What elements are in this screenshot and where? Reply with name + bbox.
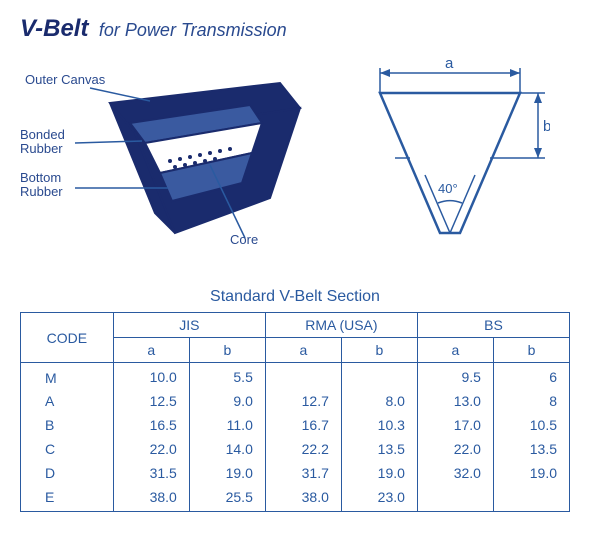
bonded-rubber-label-1: Bonded: [20, 127, 65, 142]
table-row: B16.511.016.710.317.010.5: [21, 413, 570, 437]
table-row: E38.025.538.023.0: [21, 485, 570, 512]
table-cell: 16.5: [113, 413, 189, 437]
table-cell: C: [21, 437, 114, 461]
profile-diagram: a b 40°: [350, 53, 550, 253]
table-cell: 19.0: [189, 461, 265, 485]
table-cell: D: [21, 461, 114, 485]
table-cell: [417, 485, 493, 512]
table-row: M10.05.5 9.56: [21, 363, 570, 390]
table-cell: 13.0: [417, 389, 493, 413]
diagram-row: Outer Canvas Bonded Rubber Bottom Rubber…: [20, 53, 570, 273]
angle-text: 40°: [438, 181, 458, 196]
table-cell: A: [21, 389, 114, 413]
table-cell: 31.7: [265, 461, 341, 485]
table-cell: 5.5: [189, 363, 265, 390]
table-cell: [493, 485, 569, 512]
table-cell: M: [21, 363, 114, 390]
table-cell: E: [21, 485, 114, 512]
table-cell: [341, 363, 417, 390]
table-body: M10.05.59.56A12.59.012.78.013.08B16.511.…: [21, 363, 570, 512]
th-jis-b: b: [189, 338, 265, 363]
outer-canvas-label: Outer Canvas: [25, 73, 105, 87]
table-cell: 16.7: [265, 413, 341, 437]
vbelt-table: CODE JIS RMA (USA) BS a b a b a b M10.05…: [20, 312, 570, 512]
table-cell: 22.0: [417, 437, 493, 461]
table-cell: 11.0: [189, 413, 265, 437]
table-cell: 13.5: [341, 437, 417, 461]
dim-a-text: a: [445, 55, 454, 72]
table-cell: 9.0: [189, 389, 265, 413]
table-cell: 31.5: [113, 461, 189, 485]
table-cell: 10.5: [493, 413, 569, 437]
belt-diagram: Outer Canvas Bonded Rubber Bottom Rubber…: [20, 53, 320, 263]
table-cell: 22.0: [113, 437, 189, 461]
table-cell: 8.0: [341, 389, 417, 413]
bottom-rubber-label-2: Rubber: [20, 184, 63, 199]
profile-svg: a b 40°: [350, 53, 550, 253]
table-cell: 12.7: [265, 389, 341, 413]
table-row: A12.59.012.78.013.08: [21, 389, 570, 413]
table-cell: 22.2: [265, 437, 341, 461]
table-cell: 38.0: [265, 485, 341, 512]
table-cell: 6: [493, 363, 569, 390]
table-cell: 38.0: [113, 485, 189, 512]
dim-b-text: b: [543, 118, 550, 135]
th-jis: JIS: [113, 313, 265, 338]
bonded-rubber-label-2: Rubber: [20, 141, 63, 156]
table-cell: 25.5: [189, 485, 265, 512]
table-row: D31.519.031.719.032.019.0: [21, 461, 570, 485]
table-cell: 12.5: [113, 389, 189, 413]
table-cell: 10.3: [341, 413, 417, 437]
table-cell: 13.5: [493, 437, 569, 461]
title-sub: for Power Transmission: [99, 20, 287, 40]
table-cell: 10.0: [113, 363, 189, 390]
table-cell: B: [21, 413, 114, 437]
table-cell: 17.0: [417, 413, 493, 437]
table-row: C22.014.022.213.522.013.5: [21, 437, 570, 461]
table-cell: 19.0: [493, 461, 569, 485]
table-cell: 32.0: [417, 461, 493, 485]
core-label: Core: [230, 233, 258, 247]
th-rma-b: b: [341, 338, 417, 363]
title-main: V-Belt: [20, 15, 88, 42]
th-rma: RMA (USA): [265, 313, 417, 338]
table-cell: 23.0: [341, 485, 417, 512]
th-code: CODE: [21, 313, 114, 363]
table-title: Standard V-Belt Section: [20, 288, 570, 306]
table-cell: 19.0: [341, 461, 417, 485]
bottom-rubber-label-1: Bottom: [20, 170, 61, 185]
table-cell: [265, 363, 341, 390]
table-cell: 8: [493, 389, 569, 413]
th-bs-a: a: [417, 338, 493, 363]
th-jis-a: a: [113, 338, 189, 363]
table-cell: 9.5: [417, 363, 493, 390]
table-cell: 14.0: [189, 437, 265, 461]
th-bs: BS: [417, 313, 569, 338]
page-title: V-Belt for Power Transmission: [20, 15, 570, 43]
th-bs-b: b: [493, 338, 569, 363]
th-rma-a: a: [265, 338, 341, 363]
